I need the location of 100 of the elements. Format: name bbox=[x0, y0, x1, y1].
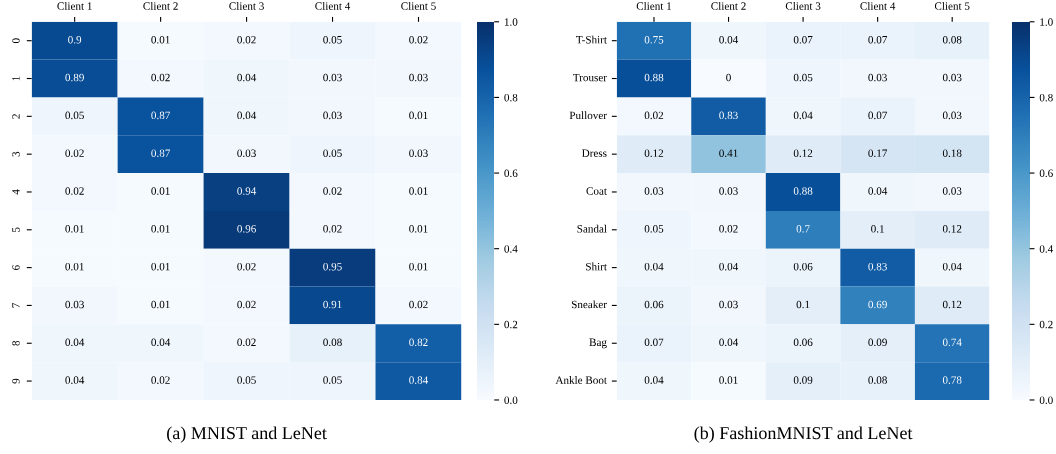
data-label: 0.88 bbox=[793, 187, 813, 195]
data-label: 0.01 bbox=[65, 262, 84, 271]
data-label: 0.02 bbox=[323, 225, 342, 233]
data-label: 0.05 bbox=[237, 376, 256, 384]
data-label: 0.89 bbox=[65, 73, 84, 82]
color-bar-label: 0.0 bbox=[1039, 396, 1053, 404]
data-label: 0.7 bbox=[796, 225, 810, 233]
data-label: 0.02 bbox=[65, 187, 84, 195]
y-tick-label: Shirt bbox=[586, 262, 607, 271]
data-label: 0.04 bbox=[868, 187, 888, 195]
data-label: 0.83 bbox=[868, 262, 887, 271]
y-tick-label: 5 bbox=[12, 227, 20, 232]
data-label: 0.05 bbox=[323, 35, 342, 44]
data-label: 0.05 bbox=[644, 225, 664, 233]
data-label: 0.01 bbox=[151, 187, 170, 195]
data-label: 0.91 bbox=[323, 300, 342, 309]
data-label: 0.02 bbox=[719, 225, 738, 233]
data-label: 0.04 bbox=[65, 338, 85, 347]
data-label: 0.06 bbox=[793, 338, 813, 347]
data-label: 0.03 bbox=[65, 300, 84, 309]
data-label: 0.04 bbox=[719, 262, 739, 271]
y-tick-label: Bag bbox=[589, 338, 607, 349]
data-label: 0.02 bbox=[237, 262, 256, 271]
data-label: 0.04 bbox=[719, 338, 739, 347]
data-label: 0.04 bbox=[942, 262, 962, 271]
data-label: 0.08 bbox=[868, 376, 887, 384]
data-label: 0.01 bbox=[409, 262, 428, 271]
data-label: 0.04 bbox=[151, 338, 171, 347]
data-label: 0.04 bbox=[719, 35, 739, 44]
data-label: 0.03 bbox=[323, 111, 342, 120]
data-label: 0.09 bbox=[868, 338, 887, 347]
y-tick-label: 0 bbox=[12, 38, 20, 44]
data-label: 0.02 bbox=[151, 73, 170, 82]
color-bar-label: 1.0 bbox=[1040, 18, 1053, 26]
data-label: 0.01 bbox=[151, 35, 170, 44]
data-label: 0.07 bbox=[793, 35, 813, 44]
data-label: 0.12 bbox=[644, 149, 664, 157]
color-bar-label: 0.2 bbox=[504, 320, 518, 329]
data-label: 0.02 bbox=[323, 187, 342, 195]
data-label: 0.02 bbox=[65, 149, 84, 157]
data-label: 0.88 bbox=[644, 73, 664, 82]
color-bar-label: 0.6 bbox=[504, 169, 518, 178]
data-label: 0.04 bbox=[644, 376, 664, 384]
data-label: 0.07 bbox=[868, 35, 888, 44]
x-tick-label: Client 4 bbox=[315, 1, 351, 10]
data-label: 0.03 bbox=[409, 149, 428, 157]
data-label: 0.87 bbox=[151, 111, 171, 120]
y-tick-label: Pullover bbox=[569, 111, 607, 120]
data-label: 0.03 bbox=[644, 187, 664, 195]
x-tick-label: Client 5 bbox=[401, 1, 436, 10]
data-label: 0.04 bbox=[793, 111, 813, 120]
data-label: 0.18 bbox=[942, 149, 962, 157]
color-bar-label: 0.2 bbox=[1039, 320, 1053, 329]
y-tick-label: T-Shirt bbox=[576, 35, 607, 44]
data-label: 0.82 bbox=[409, 338, 428, 347]
data-label: 0.02 bbox=[409, 35, 428, 44]
data-label: 0.69 bbox=[868, 300, 887, 309]
data-label: 0.03 bbox=[942, 73, 962, 82]
data-label: 0.03 bbox=[719, 300, 738, 309]
color-bar-label: 0.0 bbox=[504, 396, 518, 404]
data-label: 0.78 bbox=[942, 376, 962, 384]
data-label: 0.12 bbox=[942, 225, 962, 233]
y-tick-label: 2 bbox=[12, 114, 20, 119]
data-label: 0.02 bbox=[237, 300, 256, 309]
data-label: 0.03 bbox=[409, 73, 428, 82]
data-label: 0.74 bbox=[942, 338, 962, 347]
data-label: 0.1 bbox=[796, 300, 810, 309]
data-label: 0.01 bbox=[409, 225, 428, 233]
data-label: 0.03 bbox=[942, 111, 962, 120]
data-label: 0.1 bbox=[871, 225, 884, 233]
data-label: 0.01 bbox=[719, 376, 738, 384]
data-label: 0.01 bbox=[151, 262, 170, 271]
data-label: 0.12 bbox=[942, 300, 962, 309]
x-tick-label: Client 2 bbox=[711, 1, 746, 10]
data-label: 0.01 bbox=[409, 111, 428, 120]
data-label: 0.03 bbox=[237, 149, 256, 157]
data-label: 0.06 bbox=[644, 300, 664, 309]
data-label: 0.04 bbox=[644, 262, 664, 271]
data-label: 0.03 bbox=[719, 187, 738, 195]
data-label: 0.04 bbox=[237, 73, 257, 82]
data-label: 0.03 bbox=[942, 187, 962, 195]
data-label: 0.01 bbox=[151, 300, 170, 309]
data-label: 0.01 bbox=[65, 225, 84, 233]
y-tick-label: Sandal bbox=[577, 224, 607, 233]
color-bar-label: 0.4 bbox=[504, 245, 518, 253]
y-tick-label: 9 bbox=[12, 378, 20, 384]
data-label: 0.17 bbox=[868, 149, 888, 157]
data-label: 0.87 bbox=[151, 149, 171, 157]
y-tick-label: Trouser bbox=[573, 73, 607, 82]
text: (a) MNIST and LeNet bbox=[167, 426, 327, 443]
data-label: 0.04 bbox=[237, 111, 257, 120]
y-tick-label: Ankle Boot bbox=[555, 376, 607, 384]
color-bar-label: 0.6 bbox=[1039, 169, 1053, 178]
data-label: 0.95 bbox=[323, 262, 342, 271]
data-label: 0.05 bbox=[323, 149, 342, 157]
x-tick-label: Client 5 bbox=[934, 1, 970, 10]
data-label: 0.84 bbox=[409, 376, 429, 384]
y-tick-label: Coat bbox=[586, 187, 607, 195]
data-label: 0.02 bbox=[409, 300, 428, 309]
data-label: 0.06 bbox=[793, 262, 813, 271]
